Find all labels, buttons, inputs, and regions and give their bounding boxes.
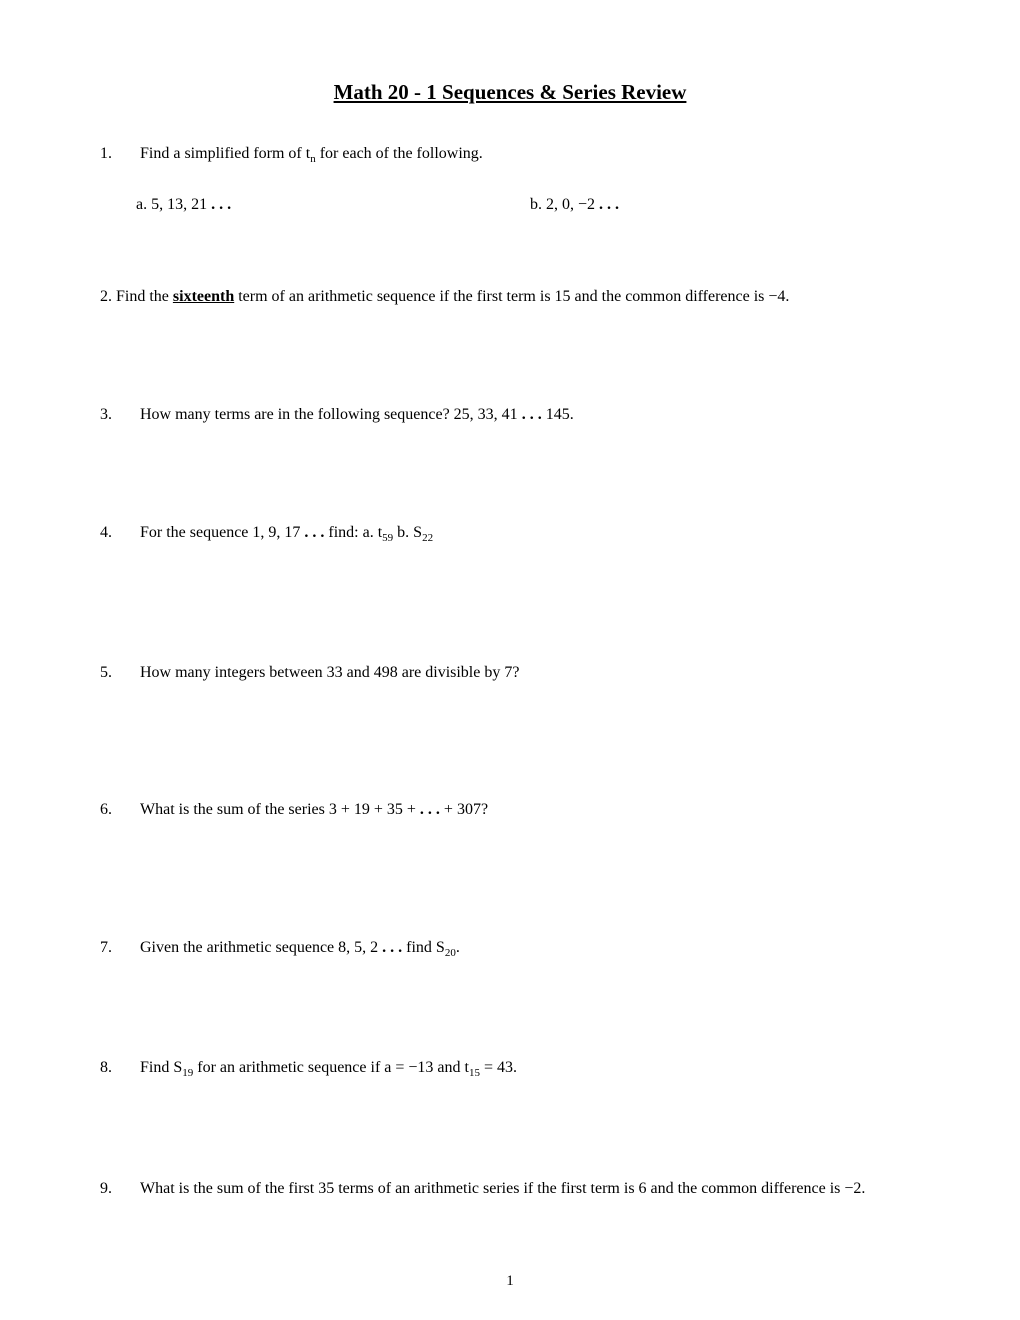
text-segment: 145.: [542, 406, 574, 423]
question-9: 9. What is the sum of the first 35 terms…: [100, 1178, 920, 1200]
question-number: 4.: [100, 522, 136, 544]
text-segment: for an arithmetic sequence if a = −13 an…: [193, 1059, 469, 1076]
question-number: 8.: [100, 1057, 136, 1079]
question-number: 3.: [100, 404, 136, 426]
question-text: Find S19 for an arithmetic sequence if a…: [140, 1057, 920, 1082]
question-text: What is the sum of the series 3 + 19 + 3…: [140, 799, 920, 821]
text-segment: How many terms are in the following sequ…: [140, 406, 522, 423]
dots: . . .: [211, 196, 231, 213]
question-number: 1.: [100, 143, 136, 165]
subscript: 59: [382, 533, 393, 545]
text-segment: term of an arithmetic sequence if the fi…: [234, 288, 789, 305]
subscript: 20: [445, 947, 456, 959]
dots: . . .: [522, 406, 542, 423]
text-segment: Given the arithmetic sequence 8, 5, 2: [140, 939, 382, 956]
option-b: b. 2, 0, −2 . . .: [530, 196, 619, 214]
question-number: 5.: [100, 662, 136, 684]
question-2: 2. Find the sixteenth term of an arithme…: [100, 286, 920, 308]
question-text: How many integers between 33 and 498 are…: [140, 662, 920, 684]
text-segment: a. 5, 13, 21: [136, 196, 211, 213]
question-text: Find a simplified form of tn for each of…: [140, 143, 920, 168]
subscript: 15: [469, 1067, 480, 1079]
text-segment: + 307?: [440, 801, 488, 818]
question-number: 6.: [100, 799, 136, 821]
page-title: Math 20 - 1 Sequences & Series Review: [100, 80, 920, 105]
text-segment: for each of the following.: [316, 145, 483, 162]
text-segment: b. 2, 0, −2: [530, 196, 599, 213]
question-text: How many terms are in the following sequ…: [140, 404, 920, 426]
question-7: 7. Given the arithmetic sequence 8, 5, 2…: [100, 937, 920, 962]
text-segment: Find the: [116, 288, 173, 305]
text-segment: = 43.: [480, 1059, 517, 1076]
subscript: 22: [422, 533, 433, 545]
text-segment: find: a. t: [324, 524, 382, 541]
text-segment: .: [456, 939, 460, 956]
page-number: 1: [0, 1273, 1020, 1290]
dots: . . .: [382, 939, 402, 956]
text-segment: b. S: [393, 524, 422, 541]
question-3: 3. How many terms are in the following s…: [100, 404, 920, 426]
question-number: 9.: [100, 1178, 136, 1200]
question-6: 6. What is the sum of the series 3 + 19 …: [100, 799, 920, 821]
text-segment: What is the sum of the series 3 + 19 + 3…: [140, 801, 420, 818]
text-segment: find S: [402, 939, 445, 956]
question-1: 1. Find a simplified form of tn for each…: [100, 143, 920, 168]
question-number: 7.: [100, 937, 136, 959]
question-text: For the sequence 1, 9, 17 . . . find: a.…: [140, 522, 920, 547]
question-text: Given the arithmetic sequence 8, 5, 2 . …: [140, 937, 920, 962]
question-text: What is the sum of the first 35 terms of…: [140, 1178, 920, 1200]
question-number: 2.: [100, 288, 116, 305]
subscript: 19: [182, 1067, 193, 1079]
dots: . . .: [420, 801, 440, 818]
underlined-term: sixteenth: [173, 288, 234, 305]
dots: . . .: [599, 196, 619, 213]
question-4: 4. For the sequence 1, 9, 17 . . . find:…: [100, 522, 920, 547]
text-segment: Find a simplified form of t: [140, 145, 310, 162]
question-1-options: a. 5, 13, 21 . . . b. 2, 0, −2 . . .: [100, 196, 920, 214]
dots: . . .: [304, 524, 324, 541]
text-segment: For the sequence 1, 9, 17: [140, 524, 304, 541]
option-a: a. 5, 13, 21 . . .: [136, 196, 526, 214]
question-8: 8. Find S19 for an arithmetic sequence i…: [100, 1057, 920, 1082]
text-segment: Find S: [140, 1059, 182, 1076]
question-5: 5. How many integers between 33 and 498 …: [100, 662, 920, 684]
